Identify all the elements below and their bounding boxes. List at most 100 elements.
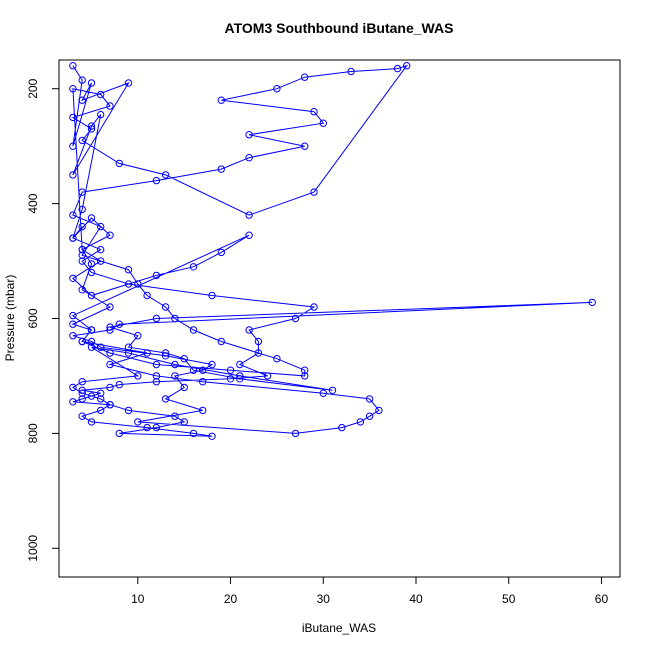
data-point: [97, 389, 105, 397]
data-point: [106, 323, 114, 331]
data-point: [87, 337, 96, 346]
y-tick-label: 200: [26, 78, 40, 98]
x-tick-label: 30: [317, 592, 331, 606]
data-point: [143, 349, 151, 357]
data-point: [319, 119, 327, 127]
data-point: [69, 142, 77, 150]
data-point: [347, 67, 355, 76]
data-point: [301, 142, 309, 150]
data-point: [106, 102, 114, 110]
data-point: [69, 274, 77, 282]
x-tick-label: 40: [409, 592, 423, 606]
data-point: [69, 311, 77, 320]
data-point: [143, 423, 151, 432]
data-point: [97, 90, 105, 99]
data-point: [106, 231, 114, 239]
y-axis-label: Pressure (mbar): [3, 275, 17, 362]
data-point: [78, 76, 86, 84]
data-point: [78, 395, 86, 403]
data-point: [301, 73, 309, 81]
data-point: [199, 378, 207, 386]
data-point: [236, 360, 244, 369]
data-point: [245, 131, 253, 139]
data-point: [106, 326, 114, 334]
data-point: [152, 372, 161, 380]
data-point: [273, 355, 281, 363]
data-point: [87, 418, 96, 426]
data-point: [115, 320, 124, 328]
data-point: [106, 349, 114, 357]
y-tick-label: 400: [26, 193, 40, 213]
data-point: [97, 257, 105, 265]
data-point: [161, 171, 170, 179]
data-point: [152, 423, 161, 432]
data-point: [106, 401, 114, 409]
data-point: [245, 154, 253, 162]
data-point: [356, 418, 365, 426]
data-point: [161, 352, 170, 360]
data-point: [97, 395, 105, 403]
data-point: [87, 392, 96, 400]
data-point: [310, 303, 318, 311]
data-point: [161, 303, 170, 311]
y-axis: 200 400 600 800 1000: [26, 78, 60, 562]
data-point: [310, 188, 318, 196]
data-point: [171, 360, 179, 369]
data-point: [171, 412, 179, 420]
x-tick-label: 50: [502, 592, 516, 606]
data-point: [301, 372, 309, 380]
data-point: [78, 222, 86, 231]
data-point: [97, 406, 105, 415]
data-point: [152, 360, 161, 369]
data-point: [254, 337, 263, 346]
data-point: [78, 378, 86, 386]
data-point: [134, 280, 142, 288]
data-point: [143, 291, 151, 300]
data-point: [171, 372, 179, 380]
data-point: [189, 429, 198, 438]
data-point: [87, 214, 96, 222]
data-point: [78, 188, 86, 196]
data-point: [301, 366, 309, 374]
x-tick-label: 10: [131, 592, 145, 606]
chart-title: ATOM3 Southbound iButane_WAS: [225, 20, 454, 36]
data-point: [180, 418, 188, 426]
data-point: [106, 383, 114, 392]
data-point: [180, 383, 188, 392]
data-point: [217, 96, 226, 104]
data-point: [78, 205, 86, 214]
data-point: [161, 349, 170, 357]
data-point: [171, 314, 179, 323]
data-point: [291, 314, 300, 323]
data-point: [152, 176, 161, 185]
data-point: [69, 234, 77, 242]
data-point: [375, 406, 383, 415]
data-point: [245, 211, 253, 219]
data-point: [134, 372, 142, 380]
data-point: [78, 286, 86, 294]
data-point: [217, 248, 226, 257]
data-point: [124, 349, 133, 357]
data-point: [69, 332, 77, 340]
data-point: [87, 260, 96, 268]
data-point: [87, 79, 96, 87]
data-point: [245, 231, 253, 239]
data-point: [78, 251, 86, 260]
data-point: [78, 412, 86, 420]
data-point: [69, 113, 77, 122]
y-tick-label: 600: [26, 308, 40, 328]
data-point: [319, 389, 327, 397]
data-point: [87, 343, 96, 351]
data-point: [208, 291, 216, 300]
y-tick-label: 800: [26, 423, 40, 443]
data-point: [69, 320, 77, 328]
data-point: [208, 432, 216, 440]
data-point: [236, 372, 244, 380]
x-axis: 10 20 30 40 50 60: [131, 576, 608, 606]
data-point: [152, 378, 161, 386]
data-point: [180, 355, 188, 363]
data-point: [78, 96, 86, 104]
data-point: [115, 159, 124, 168]
data-point: [124, 343, 133, 351]
data-point: [78, 337, 86, 346]
